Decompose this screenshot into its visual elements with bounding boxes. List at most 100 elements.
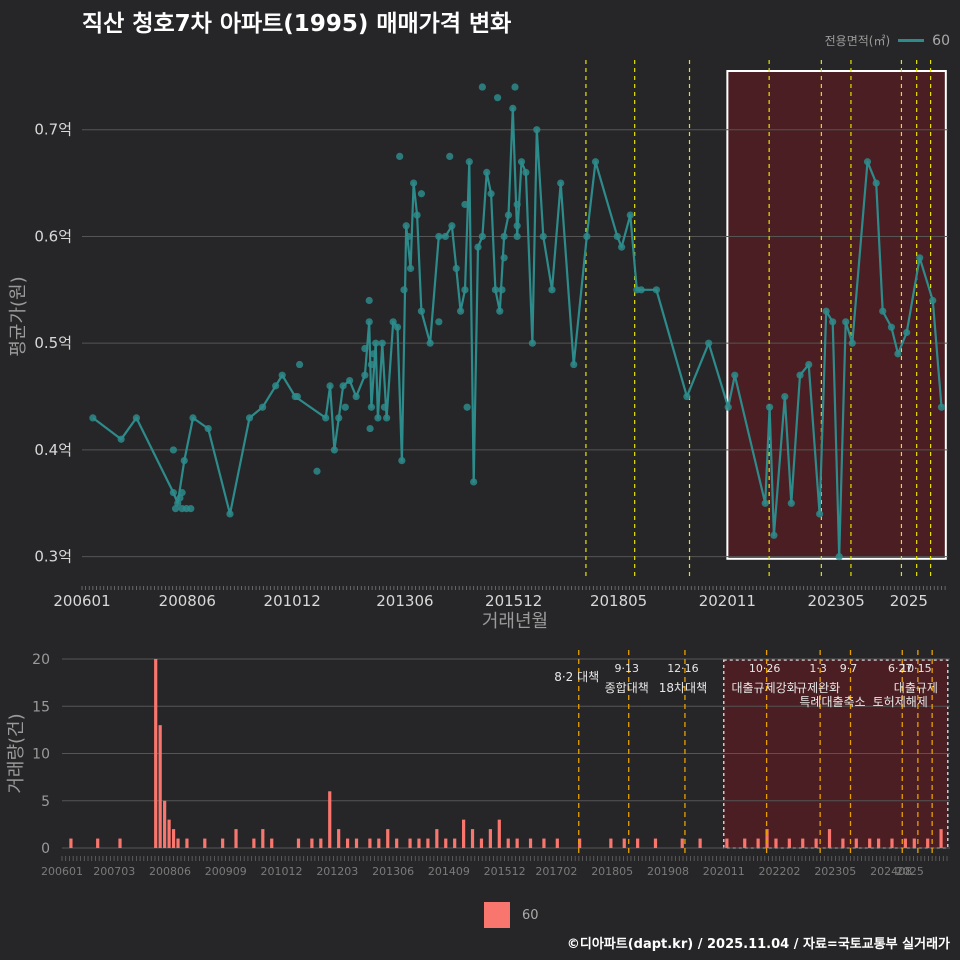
data-point [765, 403, 774, 411]
data-point [365, 318, 373, 326]
policy-label: 18차대책 [659, 680, 707, 695]
volume-bar [903, 838, 907, 848]
volume-bar [337, 829, 341, 848]
volume-bar [234, 829, 238, 848]
x-tick-label: 200806 [159, 592, 216, 610]
volume-bar [506, 838, 510, 848]
x-tick-label-bottom: 201702 [535, 865, 577, 878]
volume-bar [69, 838, 73, 848]
data-point [89, 414, 97, 422]
data-point [383, 414, 391, 422]
volume-bar [386, 829, 390, 848]
x-tick-label: 202011 [699, 592, 756, 610]
data-point [483, 168, 491, 177]
data-point [366, 424, 374, 433]
data-point [478, 232, 486, 241]
volume-bar [877, 838, 881, 848]
data-point [787, 499, 795, 507]
chart-title: 직산 청호7차 아파트(1995) 매매가격 변화 [82, 11, 512, 37]
data-point [226, 510, 234, 518]
data-point [872, 179, 880, 187]
volume-bar [377, 838, 381, 848]
data-point [448, 222, 456, 230]
volume-bar [270, 838, 274, 848]
x-tick-label-bottom: 202011 [703, 865, 745, 878]
volume-bar [221, 838, 225, 848]
volume-bar [743, 838, 747, 848]
data-point [174, 499, 182, 507]
policy-date: 1·3 [809, 662, 827, 675]
data-point [522, 168, 530, 177]
volume-bar [515, 838, 519, 848]
data-point [517, 158, 526, 166]
data-point [313, 467, 321, 475]
volume-bar [939, 829, 943, 848]
data-point [435, 318, 443, 326]
volume-bar [354, 838, 359, 848]
volume-bar [395, 838, 399, 848]
volume-bar [435, 829, 439, 848]
x-tick-label-bottom: 200909 [205, 865, 247, 878]
data-point [402, 222, 410, 230]
data-point [583, 232, 591, 241]
data-point [863, 158, 872, 166]
volume-bar [444, 838, 448, 848]
data-point [781, 392, 789, 401]
data-point [470, 478, 478, 486]
data-point [258, 403, 267, 411]
data-point [509, 104, 517, 112]
policy-label: 토허제해제 [873, 695, 928, 709]
policy-date: 6·27 [888, 662, 913, 675]
data-point [879, 307, 887, 315]
volume-bar [328, 791, 332, 848]
data-point [322, 414, 330, 422]
volume-bar [756, 838, 760, 848]
data-point [389, 318, 397, 326]
volume-bar [698, 838, 702, 848]
volume-bar [296, 838, 301, 848]
volume-bar [462, 819, 466, 848]
volume-bar [765, 829, 769, 848]
data-point [410, 179, 418, 187]
volume-bar [801, 838, 805, 848]
data-point [169, 489, 177, 497]
data-point [683, 392, 691, 401]
policy-date: 10·26 [749, 662, 781, 675]
volume-bar [787, 838, 791, 848]
y-tick-label-bottom: 10 [32, 747, 50, 763]
x-tick-label: 2025 [890, 592, 928, 610]
policy-label: 8·2 대책 [554, 669, 599, 684]
volume-bar [167, 819, 171, 848]
data-point [894, 350, 902, 358]
data-point [500, 232, 508, 241]
x-tick-label-bottom: 201203 [316, 865, 358, 878]
data-point [341, 403, 349, 411]
data-point [557, 179, 565, 187]
volume-bar [926, 838, 930, 848]
legend-series-label: 60 [932, 32, 950, 49]
data-point [613, 232, 621, 241]
data-point [761, 499, 769, 507]
data-point [435, 232, 443, 241]
volume-bar [488, 829, 492, 848]
x-tick-label: 202305 [808, 592, 865, 610]
volume-bar [680, 838, 684, 848]
volume-bar [426, 838, 430, 848]
x-tick-label-bottom: 201012 [261, 865, 303, 878]
volume-bar [555, 838, 559, 848]
x-tick-label: 201805 [590, 592, 647, 610]
data-point [496, 307, 504, 315]
data-point [731, 371, 739, 379]
volume-bar [868, 838, 872, 848]
volume-bar [497, 819, 501, 848]
data-point [367, 403, 375, 411]
volume-bar [96, 838, 100, 848]
volume-bar [622, 838, 626, 848]
data-point [511, 83, 519, 91]
policy-label: 대출규제 [894, 681, 938, 695]
volume-bar [158, 725, 162, 848]
data-point [705, 339, 713, 347]
x-tick-label: 201012 [264, 592, 321, 610]
x-tick-label-bottom: 202305 [814, 865, 856, 878]
